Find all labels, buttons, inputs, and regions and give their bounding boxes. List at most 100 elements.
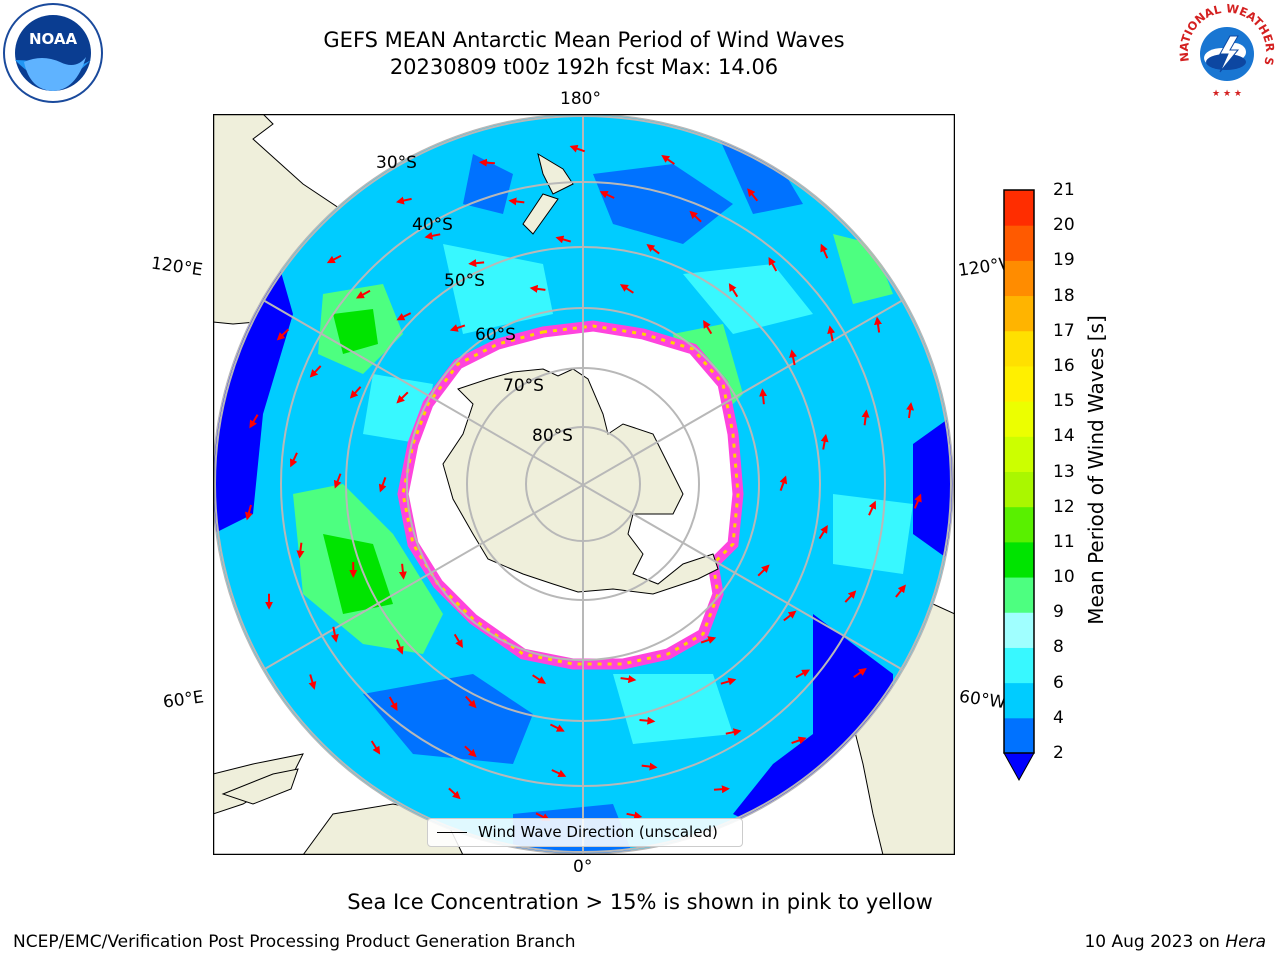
footer-credit: NCEP/EMC/Verification Post Processing Pr… xyxy=(13,932,576,952)
lat-label-80s: 80°S xyxy=(532,426,573,446)
wind-wave-arrow xyxy=(757,564,770,577)
wind-wave-arrow xyxy=(689,210,702,223)
wind-wave-arrow xyxy=(395,639,404,655)
wind-wave-arrow xyxy=(453,633,463,649)
colorbar-tick-label: 15 xyxy=(1053,391,1075,412)
wind-wave-arrow xyxy=(639,716,656,725)
colorbar-tick-label: 20 xyxy=(1053,215,1075,236)
wind-wave-arrow xyxy=(370,740,381,755)
wind-wave-arrow xyxy=(276,328,290,341)
wind-wave-arrow xyxy=(759,388,768,405)
sea-ice-note: Sea Ice Concentration > 15% is shown in … xyxy=(347,890,933,914)
svg-text:★ ★ ★: ★ ★ ★ xyxy=(1212,89,1242,99)
wind-wave-arrow xyxy=(478,158,495,167)
wind-wave-arrow xyxy=(388,696,398,712)
wind-wave-arrow xyxy=(728,283,739,298)
wind-wave-arrow xyxy=(795,669,811,679)
wind-wave-arrow xyxy=(661,154,675,165)
wind-wave-arrow xyxy=(464,745,477,758)
chart-subtitle: 20230809 t00z 192h fcst Max: 14.06 xyxy=(389,55,779,79)
lon-label-0: 0° xyxy=(573,857,593,877)
wind-wave-arrow xyxy=(396,312,412,321)
colorbar-bin xyxy=(1004,225,1034,261)
wind-wave-arrow xyxy=(619,284,634,294)
colorbar-bin xyxy=(1004,365,1034,402)
wind-wave-arrow xyxy=(468,259,485,268)
wind-wave-arrow xyxy=(626,811,643,820)
wind-wave-arrow xyxy=(861,409,870,426)
wind-wave-arrow xyxy=(508,197,525,206)
colorbar-under-triangle xyxy=(1003,752,1035,782)
wind-wave-arrow xyxy=(424,231,441,240)
wind-wave-arrow xyxy=(700,636,717,644)
legend-line-swatch xyxy=(437,832,467,833)
wind-wave-arrow xyxy=(818,524,828,540)
noaa-logo: NOAA xyxy=(3,3,103,103)
wind-wave-arrow xyxy=(874,316,882,333)
colorbar-bin xyxy=(1004,612,1034,648)
colorbar-tick-label: 17 xyxy=(1053,320,1075,341)
noaa-logo-text: NOAA xyxy=(29,30,78,48)
colorbar-tick-label: 21 xyxy=(1053,180,1075,200)
wind-wave-arrow xyxy=(820,243,829,259)
footer-date: 10 Aug 2023 on Hera xyxy=(1084,932,1266,952)
colorbar-bin xyxy=(1004,330,1034,367)
colorbar-tick-label: 8 xyxy=(1053,637,1064,658)
wind-wave-arrow xyxy=(747,188,759,202)
wind-wave-arrow xyxy=(720,677,737,686)
wind-wave-arrow xyxy=(308,674,317,690)
colorbar-bin xyxy=(1004,647,1034,684)
wind-wave-arrow xyxy=(396,391,409,404)
wind-wave-arrow xyxy=(333,473,342,489)
wind-wave-arrow xyxy=(529,284,546,293)
wind-wave-arrow xyxy=(330,626,339,643)
colorbar-bin xyxy=(1004,506,1034,543)
colorbar-bin xyxy=(1004,401,1034,437)
colorbar-tick-label: 11 xyxy=(1053,531,1075,552)
wind-wave-arrow xyxy=(868,500,876,516)
wind-wave-arrow xyxy=(620,675,637,684)
wind-wave-arrow xyxy=(378,477,387,493)
wind-wave-arrow xyxy=(448,787,461,800)
wind-wave-arrow xyxy=(895,584,906,598)
colorbar-bin xyxy=(1004,717,1034,754)
colorbar-title: Mean Period of Wind Waves [s] xyxy=(1084,315,1108,625)
wind-wave-arrow xyxy=(309,365,322,378)
wind-wave-arrow xyxy=(464,695,477,709)
colorbar-tick-label: 4 xyxy=(1053,707,1064,728)
wind-wave-arrow xyxy=(349,386,362,399)
lat-label-50s: 50°S xyxy=(444,271,485,291)
wind-wave-arrow xyxy=(245,504,253,521)
colorbar-tick-label: 16 xyxy=(1053,355,1075,376)
wind-wave-arrow xyxy=(906,402,915,419)
colorbar-tick-label: 12 xyxy=(1053,496,1075,517)
wind-wave-arrow xyxy=(725,728,742,737)
new-zealand-land xyxy=(537,152,574,195)
lon-label-60e: 60°E xyxy=(161,687,206,713)
wind-wave-arrow xyxy=(532,674,547,684)
legend-label: Wind Wave Direction (unscaled) xyxy=(478,823,718,841)
colorbar-tick-label: 9 xyxy=(1053,602,1064,623)
wind-wave-arrow xyxy=(827,325,836,342)
wind-wave-arrow xyxy=(789,349,797,366)
polar-map: 30°S 40°S 50°S 60°S 70°S 80°S xyxy=(213,114,955,855)
wind-wave-arrow xyxy=(713,785,730,794)
madagascar-land xyxy=(221,768,299,805)
colorbar-tick-label: 18 xyxy=(1053,285,1075,306)
wind-wave-arrow xyxy=(449,324,466,332)
wind-wave-arrow xyxy=(395,196,412,205)
antarctica-land xyxy=(442,368,719,595)
colorbar-bin xyxy=(1004,577,1034,613)
wind-wave-arrow xyxy=(398,563,407,580)
wind-wave-arrow xyxy=(779,475,788,491)
map-legend: Wind Wave Direction (unscaled) xyxy=(427,818,743,847)
chart-title: GEFS MEAN Antarctic Mean Period of Wind … xyxy=(323,28,845,52)
colorbar-tick-label: 19 xyxy=(1053,250,1075,271)
wind-wave-arrow xyxy=(768,256,778,272)
wind-wave-arrows xyxy=(245,144,922,821)
colorbar-tick-label: 13 xyxy=(1053,461,1075,482)
colorbar-bin xyxy=(1004,190,1034,226)
wind-wave-arrow xyxy=(569,144,586,153)
lon-label-60w: 60°W xyxy=(957,686,1008,714)
lat-label-40s: 40°S xyxy=(412,215,453,235)
